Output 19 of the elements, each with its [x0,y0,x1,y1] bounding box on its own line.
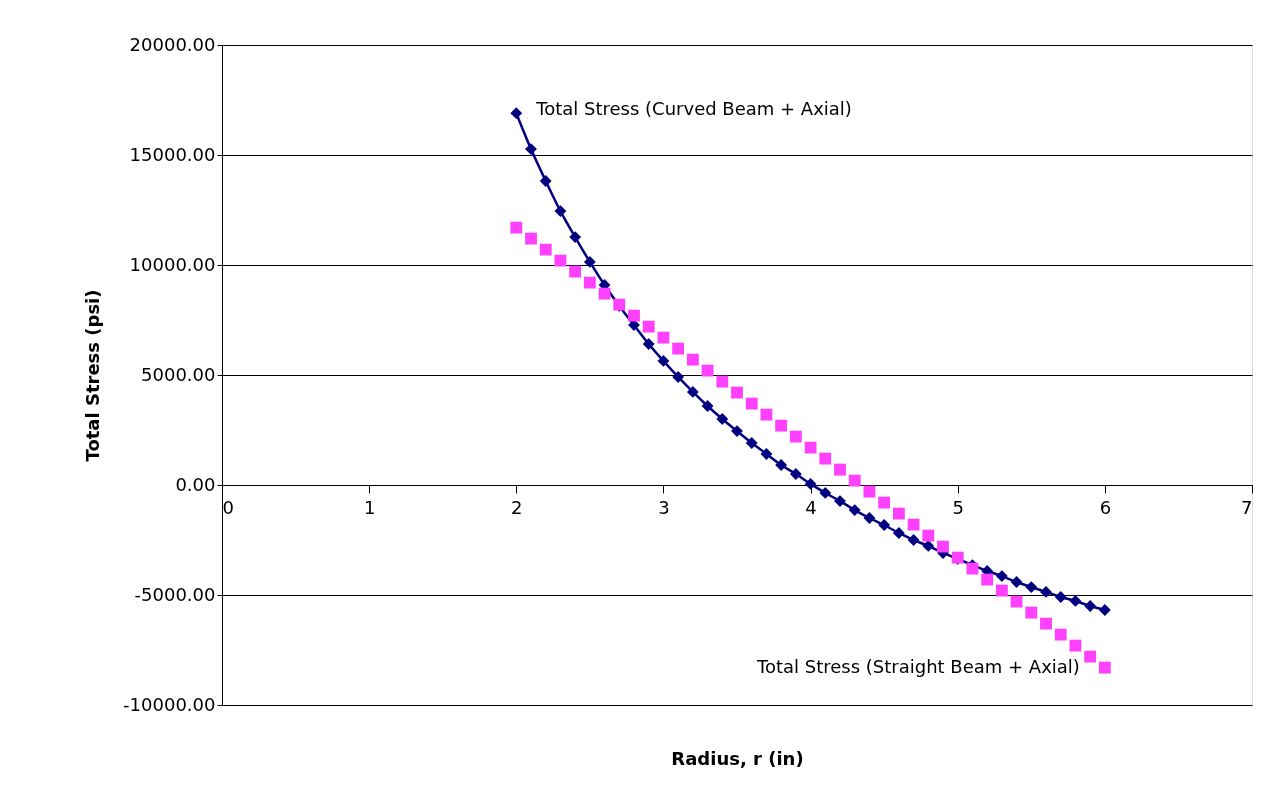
y-axis-title: Total Stress (psi) [82,289,104,462]
x-tick-label: 2 [511,496,523,518]
y-tick-label: 0.00 [175,473,216,495]
annotation: Total Stress (Curved Beam + Axial) [535,98,852,120]
x-tick-label: 7 [1241,496,1253,518]
x-tick-label: 0 [222,496,234,518]
x-axis-title: Radius, r (in) [671,747,804,769]
y-tick-label: 10000.00 [129,253,216,275]
y-tick-label: 5000.00 [141,363,216,385]
y-tick-label: -10000.00 [123,693,216,715]
x-tick-label: 5 [952,496,964,518]
x-tick-label: 1 [363,496,376,518]
y-tick-label: -5000.00 [134,583,216,605]
y-tick-label: 15000.00 [129,143,216,165]
y-tick-label: 20000.00 [129,33,216,55]
annotation: Total Stress (Straight Beam + Axial) [755,655,1080,677]
x-tick-label: 6 [1099,496,1112,518]
x-tick-label: 3 [658,496,670,518]
x-tick-label: 4 [805,496,817,518]
